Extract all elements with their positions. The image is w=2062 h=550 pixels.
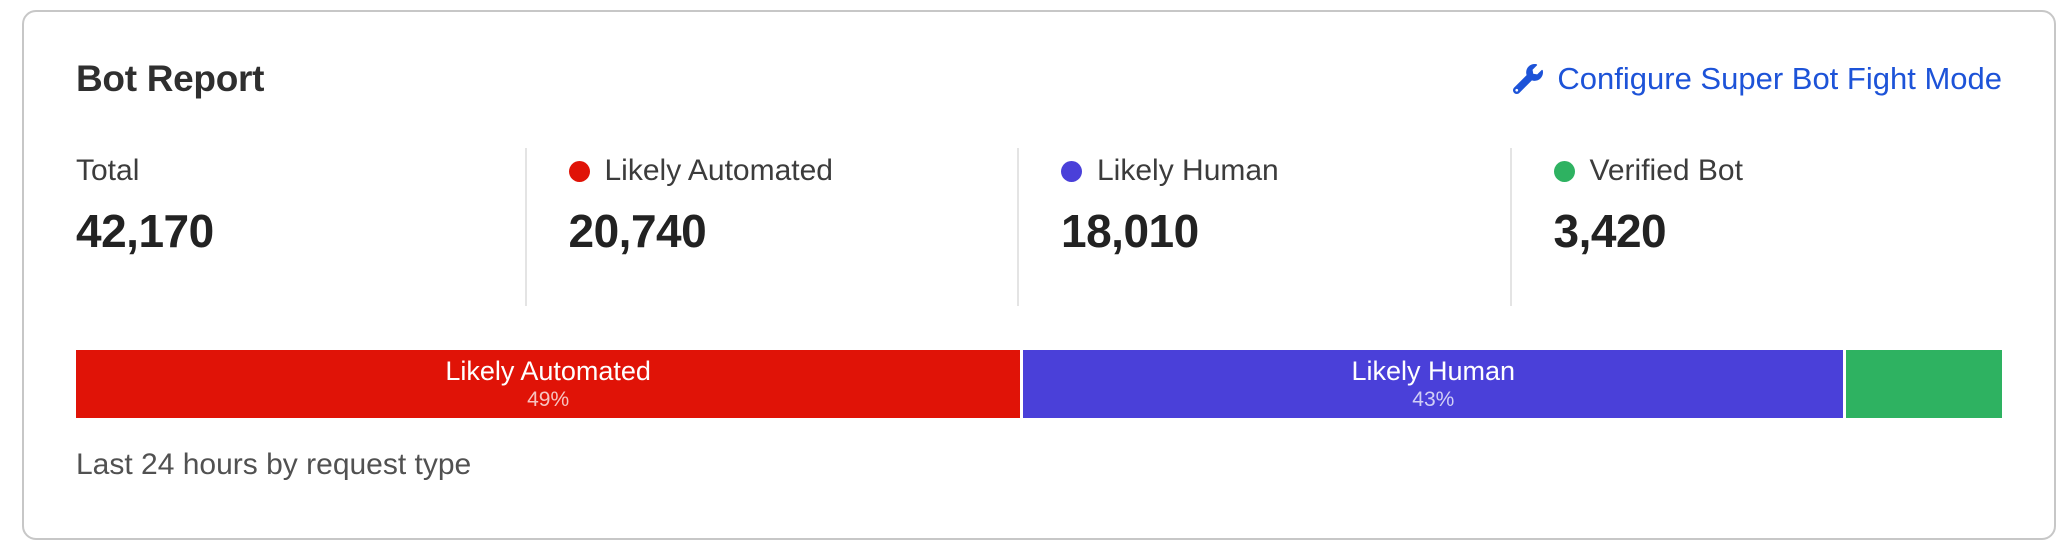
page-title: Bot Report <box>76 58 265 99</box>
likely-human-dot-icon <box>1061 160 1082 182</box>
bar-segment-label: Likely Human <box>1351 355 1516 386</box>
stat-likely-human-value: 18,010 <box>1061 205 1199 257</box>
time-range-caption: Last 24 hours by request type <box>76 448 472 481</box>
stat-likely-automated: Likely Automated 20,740 <box>524 148 1018 306</box>
verified-bot-dot-icon <box>1553 160 1575 182</box>
stat-likely-human: Likely Human 18,010 <box>1017 148 1510 306</box>
configure-super-bot-fight-mode-link[interactable]: Configure Super Bot Fight Mode <box>1513 61 2002 97</box>
stat-total-value: 42,170 <box>76 205 214 257</box>
stats-row: Total 42,170 Likely Automated 20,740 Lik… <box>76 148 2002 306</box>
stat-likely-human-label: Likely Human <box>1097 154 1279 187</box>
configure-link-label: Configure Super Bot Fight Mode <box>1557 61 2002 96</box>
bar-segment-verified-bot[interactable] <box>1846 350 2002 418</box>
stat-verified-bot: Verified Bot 3,420 <box>1509 148 2003 306</box>
bot-report-card: Bot Report Configure Super Bot Fight Mod… <box>22 10 2056 540</box>
bar-segment-percent: 49% <box>527 388 570 412</box>
bar-segment-label: Likely Automated <box>445 355 651 386</box>
stat-verified-bot-value: 3,420 <box>1553 205 1667 257</box>
wrench-icon <box>1513 64 1544 94</box>
stat-total: Total 42,170 <box>76 148 525 306</box>
stat-likely-automated-value: 20,740 <box>568 205 707 257</box>
stat-total-label: Total <box>76 154 140 187</box>
likely-automated-dot-icon <box>568 160 590 182</box>
request-type-stacked-bar: Likely Automated 49% Likely Human 43% <box>76 350 2002 418</box>
stat-verified-bot-label: Verified Bot <box>1589 154 1743 187</box>
bar-segment-likely-human[interactable]: Likely Human 43% <box>1023 350 1844 418</box>
stat-likely-automated-label: Likely Automated <box>604 154 833 187</box>
bar-segment-percent: 43% <box>1412 388 1455 412</box>
card-header: Bot Report Configure Super Bot Fight Mod… <box>76 58 2002 100</box>
bar-segment-likely-automated[interactable]: Likely Automated 49% <box>76 350 1021 418</box>
